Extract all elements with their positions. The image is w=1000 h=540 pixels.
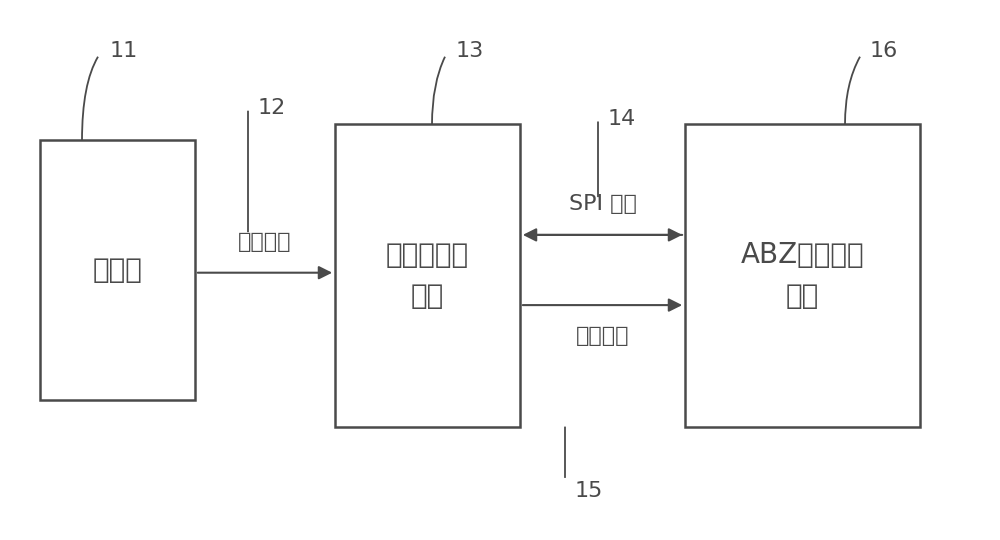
Bar	[685, 124, 920, 427]
Text: 16: 16	[870, 41, 898, 62]
Text: 编码器: 编码器	[93, 256, 142, 284]
Bar	[335, 124, 520, 427]
Bar	[40, 140, 195, 400]
Text: 11: 11	[110, 41, 138, 62]
Text: 位置反馈: 位置反馈	[238, 232, 292, 252]
Text: 时钟频率: 时钟频率	[576, 326, 629, 346]
Text: 编码器解码
系统: 编码器解码 系统	[386, 241, 469, 310]
Text: 14: 14	[608, 109, 636, 129]
Text: ABZ脉冲输出
系统: ABZ脉冲输出 系统	[741, 241, 864, 310]
Text: 12: 12	[258, 98, 286, 118]
Text: SPI 通信: SPI 通信	[569, 194, 636, 214]
Text: 13: 13	[456, 41, 484, 62]
Text: 15: 15	[575, 481, 603, 502]
